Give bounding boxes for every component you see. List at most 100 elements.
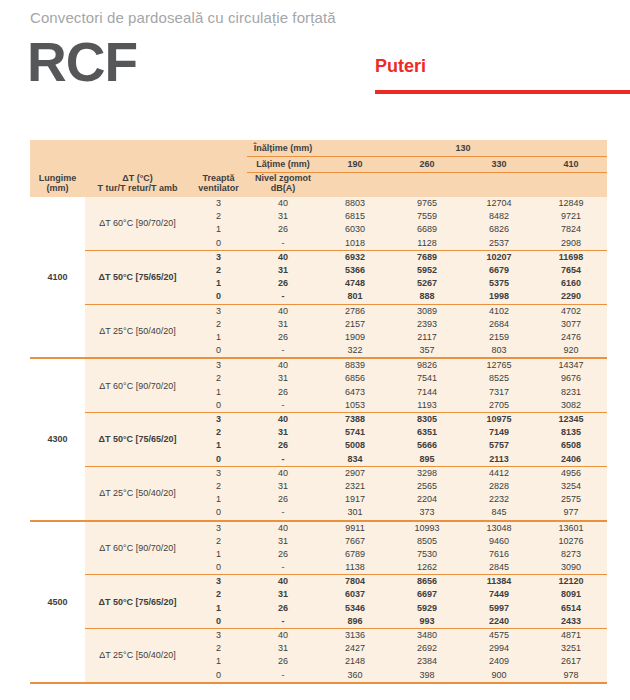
header-label-line: Treaptă: [202, 173, 234, 183]
power-value-cell: 2845: [463, 561, 535, 574]
power-value-cell: 1193: [391, 399, 463, 412]
power-value-cell: 801: [319, 290, 391, 303]
noise-level-cell: 40: [247, 575, 319, 588]
power-value-cell: 900: [463, 669, 535, 682]
power-value-cell: 7541: [391, 372, 463, 385]
header-label-line: ΔT (°C): [122, 173, 153, 183]
power-value-cell: 8091: [535, 588, 607, 601]
power-value-cell: 398: [391, 669, 463, 682]
power-value-cell: 1053: [319, 399, 391, 412]
power-value-cell: 5375: [463, 277, 535, 290]
power-value-cell: 2476: [535, 331, 607, 344]
power-value-cell: 8839: [319, 359, 391, 372]
power-value-cell: 2705: [463, 399, 535, 412]
data-row: 340738883051097512345: [190, 413, 607, 426]
subgroup-rows: 3402907329844124956231232125652828325412…: [190, 467, 607, 520]
power-value-cell: 1138: [319, 561, 391, 574]
noise-level-cell: 31: [247, 210, 319, 223]
length-block: 4100ΔT 60°C [90/70/20]340880397651270412…: [30, 197, 607, 359]
power-value-cell: 1128: [391, 237, 463, 250]
dt-subgroups: ΔT 60°C [90/70/20]3408839982612765143472…: [85, 359, 607, 519]
power-value-cell: 6514: [535, 602, 607, 615]
data-row: 3402786308941024702: [190, 305, 607, 318]
noise-level-cell: 31: [247, 588, 319, 601]
power-value-cell: 845: [463, 506, 535, 519]
power-value-cell: 7559: [391, 210, 463, 223]
dt-label: ΔT 25°C [50/40/20]: [85, 467, 190, 520]
header-row-inaltime: Înălțime (mm) 130: [247, 140, 607, 157]
noise-level-cell: -: [247, 669, 319, 682]
power-value-cell: 4412: [463, 467, 535, 480]
fan-step-cell: 2: [190, 535, 247, 548]
power-value-cell: 8656: [391, 575, 463, 588]
power-value-cell: 5008: [319, 439, 391, 452]
noise-level-cell: -: [247, 237, 319, 250]
data-row: 2316815755984829721: [190, 210, 607, 223]
subgroup-rows: 3403136348045754871231242726922994325112…: [190, 629, 607, 682]
dt-subgroup: ΔT 60°C [90/70/20]3409911109931304813601…: [85, 522, 607, 575]
power-value-cell: 9826: [391, 359, 463, 372]
power-value-cell: 6856: [319, 372, 391, 385]
col-header-lungime: Lungime(mm): [30, 140, 85, 197]
power-value-cell: 4748: [319, 277, 391, 290]
data-row: 1266473714473178231: [190, 386, 607, 399]
fan-step-cell: 1: [190, 277, 247, 290]
data-row: 2315366595266797654: [190, 264, 607, 277]
power-value-cell: 2409: [463, 655, 535, 668]
dt-subgroup: ΔT 60°C [90/70/20]3408839982612765143472…: [85, 359, 607, 412]
power-value-cell: 2565: [391, 480, 463, 493]
power-value-cell: 13048: [463, 522, 535, 535]
noise-level-cell: -: [247, 506, 319, 519]
fan-step-cell: 1: [190, 331, 247, 344]
noise-level-cell: -: [247, 561, 319, 574]
noise-level-cell: 26: [247, 493, 319, 506]
power-value-cell: 2393: [391, 318, 463, 331]
data-row: 23176678505946010276: [190, 535, 607, 548]
power-value-cell: 1998: [463, 290, 535, 303]
header-label-line: dB(A): [271, 183, 296, 193]
power-value-cell: 978: [535, 669, 607, 682]
fan-step-cell: 1: [190, 386, 247, 399]
power-value-cell: 8305: [391, 413, 463, 426]
power-value-cell: 10993: [391, 522, 463, 535]
fan-step-cell: 3: [190, 359, 247, 372]
length-value: 4300: [30, 359, 85, 519]
col-header-zgomot: Nivel zgomotdB(A): [247, 173, 319, 197]
dt-label: ΔT 50°C [75/65/20]: [85, 413, 190, 466]
power-value-cell: 4102: [463, 305, 535, 318]
power-value-cell: 2908: [535, 237, 607, 250]
power-value-cell: 7616: [463, 548, 535, 561]
col-header-treapta: Treaptăventilator: [190, 140, 247, 197]
noise-level-cell: 26: [247, 655, 319, 668]
fan-step-cell: 3: [190, 522, 247, 535]
power-value-cell: 7689: [391, 251, 463, 264]
fan-step-cell: 3: [190, 575, 247, 588]
width-value-cell: 260: [391, 158, 463, 171]
header-row-latime: Lățime (mm) 190260330410: [247, 157, 607, 173]
fan-step-cell: 0: [190, 506, 247, 519]
power-value-cell: 2321: [319, 480, 391, 493]
power-value-cell: 12345: [535, 413, 607, 426]
power-value-cell: 2148: [319, 655, 391, 668]
data-row: 0-83489521132406: [190, 453, 607, 466]
table-body: 4100ΔT 60°C [90/70/20]340880397651270412…: [30, 197, 607, 684]
data-row: 2312157239326843077: [190, 318, 607, 331]
data-row: 2312427269229943251: [190, 642, 607, 655]
power-value-cell: 3136: [319, 629, 391, 642]
data-row: 340880397651270412849: [190, 197, 607, 210]
power-value-cell: 2828: [463, 480, 535, 493]
data-row: 2312321256528283254: [190, 480, 607, 493]
fan-step-cell: 0: [190, 344, 247, 357]
power-value-cell: 7654: [535, 264, 607, 277]
dt-label: ΔT 50°C [75/65/20]: [85, 575, 190, 628]
dt-subgroups: ΔT 60°C [90/70/20]3408803976512704128492…: [85, 197, 607, 357]
power-value-cell: 5997: [463, 602, 535, 615]
power-value-cell: 9911: [319, 522, 391, 535]
fan-step-cell: 1: [190, 439, 247, 452]
power-value-cell: 13601: [535, 522, 607, 535]
fan-step-cell: 0: [190, 399, 247, 412]
subgroup-rows: 3408839982612765143472316856754185259676…: [190, 359, 607, 412]
noise-level-cell: -: [247, 453, 319, 466]
noise-level-cell: 31: [247, 426, 319, 439]
power-value-cell: 2117: [391, 331, 463, 344]
